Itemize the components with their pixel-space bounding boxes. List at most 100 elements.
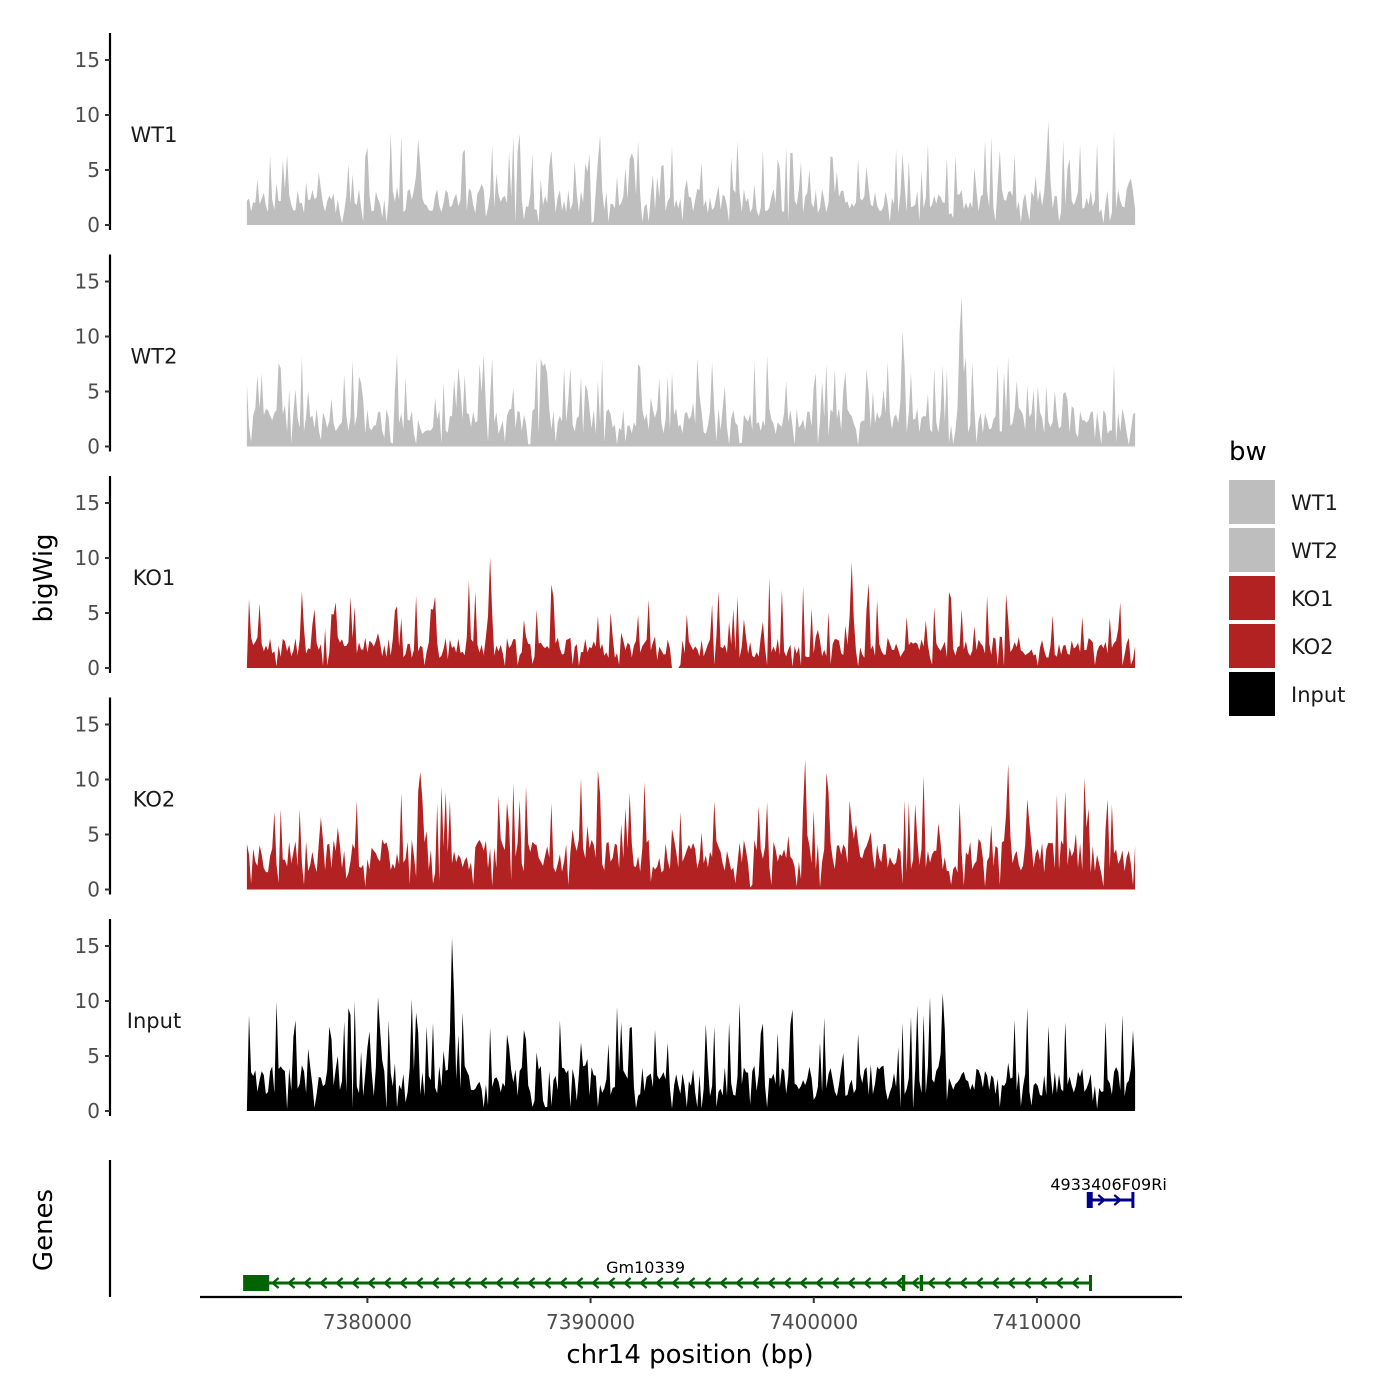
track-panel-ko2: 0 5 10 15 KO2 bbox=[75, 697, 1136, 902]
legend-label: WT1 bbox=[1291, 491, 1338, 515]
strand-arrow bbox=[430, 1277, 440, 1289]
strand-arrow bbox=[270, 1277, 280, 1289]
genes-axis-title: Genes bbox=[29, 1189, 59, 1271]
strand-arrow bbox=[382, 1277, 392, 1289]
track-panel-ko1: 0 5 10 15 KO1 bbox=[75, 476, 1136, 680]
strand-arrow bbox=[1054, 1277, 1064, 1289]
legend-swatch bbox=[1229, 624, 1275, 668]
strand-arrow bbox=[590, 1277, 600, 1289]
x-tick-label: 7410000 bbox=[992, 1310, 1081, 1334]
legend: bw WT1 WT2 KO1 KO2 Input bbox=[1229, 437, 1345, 716]
strand-arrow bbox=[446, 1277, 456, 1289]
x-tick-label: 7380000 bbox=[323, 1310, 412, 1334]
legend-item-input: Input bbox=[1229, 672, 1345, 716]
strand-arrow bbox=[782, 1277, 792, 1289]
x-tick-label: 7390000 bbox=[546, 1310, 635, 1334]
strand-arrow bbox=[542, 1277, 552, 1289]
strand-arrow bbox=[894, 1277, 904, 1289]
coverage-area-input bbox=[246, 937, 1136, 1111]
strand-arrow bbox=[846, 1277, 856, 1289]
y-tick-label: 10 bbox=[75, 546, 100, 570]
strand-arrow bbox=[318, 1277, 328, 1289]
strand-arrow bbox=[830, 1277, 840, 1289]
strand-arrow bbox=[1097, 1194, 1106, 1206]
y-tick-label: 5 bbox=[87, 158, 100, 182]
legend-item-wt2: WT2 bbox=[1229, 528, 1338, 572]
strand-arrow bbox=[414, 1277, 424, 1289]
y-tick-label: 15 bbox=[75, 270, 100, 294]
strand-arrow bbox=[686, 1277, 696, 1289]
track-panel-wt2: 0 5 10 15 WT2 bbox=[75, 254, 1136, 459]
track-label-input: Input bbox=[127, 1009, 181, 1033]
strand-arrow bbox=[814, 1277, 824, 1289]
genes-layer: Gm10339 4933406F09Ri bbox=[108, 1160, 1167, 1297]
exon-block bbox=[1089, 1192, 1093, 1208]
legend-swatch bbox=[1229, 576, 1275, 620]
strand-arrow bbox=[766, 1277, 776, 1289]
strand-arrow bbox=[510, 1277, 520, 1289]
legend-label: Input bbox=[1291, 683, 1345, 707]
strand-arrow bbox=[750, 1277, 760, 1289]
legend-swatch bbox=[1229, 672, 1275, 716]
track-panel-wt1: 0 5 10 15 WT1 bbox=[75, 33, 1136, 237]
y-tick-label: 5 bbox=[87, 380, 100, 404]
strand-arrow bbox=[878, 1277, 888, 1289]
strand-arrow bbox=[350, 1277, 360, 1289]
gene-label: Gm10339 bbox=[606, 1258, 685, 1277]
y-tick-label: 5 bbox=[87, 1044, 100, 1068]
strand-arrow bbox=[798, 1277, 808, 1289]
strand-arrow bbox=[622, 1277, 632, 1289]
y-tick-label: 0 bbox=[87, 435, 100, 459]
strand-arrow bbox=[462, 1277, 472, 1289]
gene-gm10339: Gm10339 bbox=[243, 1258, 1092, 1291]
strand-arrow bbox=[862, 1277, 872, 1289]
track-label-ko1: KO1 bbox=[133, 566, 176, 590]
strand-arrow bbox=[638, 1277, 648, 1289]
strand-arrow bbox=[1070, 1277, 1080, 1289]
legend-item-wt1: WT1 bbox=[1229, 480, 1338, 524]
legend-label: WT2 bbox=[1291, 539, 1338, 563]
legend-title: bw bbox=[1229, 437, 1267, 467]
coverage-area-ko2 bbox=[246, 759, 1136, 890]
coverage-area-wt2 bbox=[246, 296, 1136, 447]
strand-arrow bbox=[334, 1277, 344, 1289]
strand-arrow bbox=[286, 1277, 296, 1289]
track-label-wt2: WT2 bbox=[131, 345, 178, 369]
strand-arrow bbox=[942, 1277, 952, 1289]
strand-arrow bbox=[1038, 1277, 1048, 1289]
strand-arrow bbox=[398, 1277, 408, 1289]
exon-block bbox=[901, 1275, 906, 1291]
y-tick-label: 0 bbox=[87, 878, 100, 902]
axes-layer: 7380000 7390000 7400000 7410000 bbox=[200, 1295, 1182, 1334]
strand-arrow bbox=[702, 1277, 712, 1289]
y-tick-label: 15 bbox=[75, 491, 100, 515]
y-tick-label: 0 bbox=[87, 1099, 100, 1123]
track-label-wt1: WT1 bbox=[131, 123, 178, 147]
strand-arrow bbox=[526, 1277, 536, 1289]
y-tick-label: 15 bbox=[75, 934, 100, 958]
strand-arrow bbox=[926, 1277, 936, 1289]
y-tick-label: 5 bbox=[87, 601, 100, 625]
strand-arrow bbox=[1113, 1194, 1122, 1206]
legend-label: KO1 bbox=[1291, 587, 1334, 611]
strand-arrow bbox=[910, 1277, 920, 1289]
legend-swatch bbox=[1229, 528, 1275, 572]
tracks-layer: 0 5 10 15 WT1 0 5 10 15 WT2 0 5 10 15 KO1 0 5 10 15 KO2 0 5 10… bbox=[75, 33, 1136, 1123]
exon-block bbox=[244, 1275, 270, 1291]
y-tick-label: 10 bbox=[75, 768, 100, 792]
x-axis-title: chr14 position (bp) bbox=[566, 1340, 813, 1370]
strand-arrow bbox=[990, 1277, 1000, 1289]
track-label-ko2: KO2 bbox=[133, 788, 176, 812]
exon-block bbox=[919, 1275, 924, 1291]
strand-arrow bbox=[734, 1277, 744, 1289]
y-axis-title: bigWig bbox=[29, 533, 59, 622]
legend-item-ko1: KO1 bbox=[1229, 576, 1334, 620]
y-tick-label: 0 bbox=[87, 656, 100, 680]
gene-label: 4933406F09Ri bbox=[1050, 1175, 1166, 1194]
strand-arrow bbox=[670, 1277, 680, 1289]
y-tick-label: 10 bbox=[75, 989, 100, 1013]
strand-arrow bbox=[494, 1277, 504, 1289]
legend-swatch bbox=[1229, 480, 1275, 524]
strand-arrow bbox=[366, 1277, 376, 1289]
